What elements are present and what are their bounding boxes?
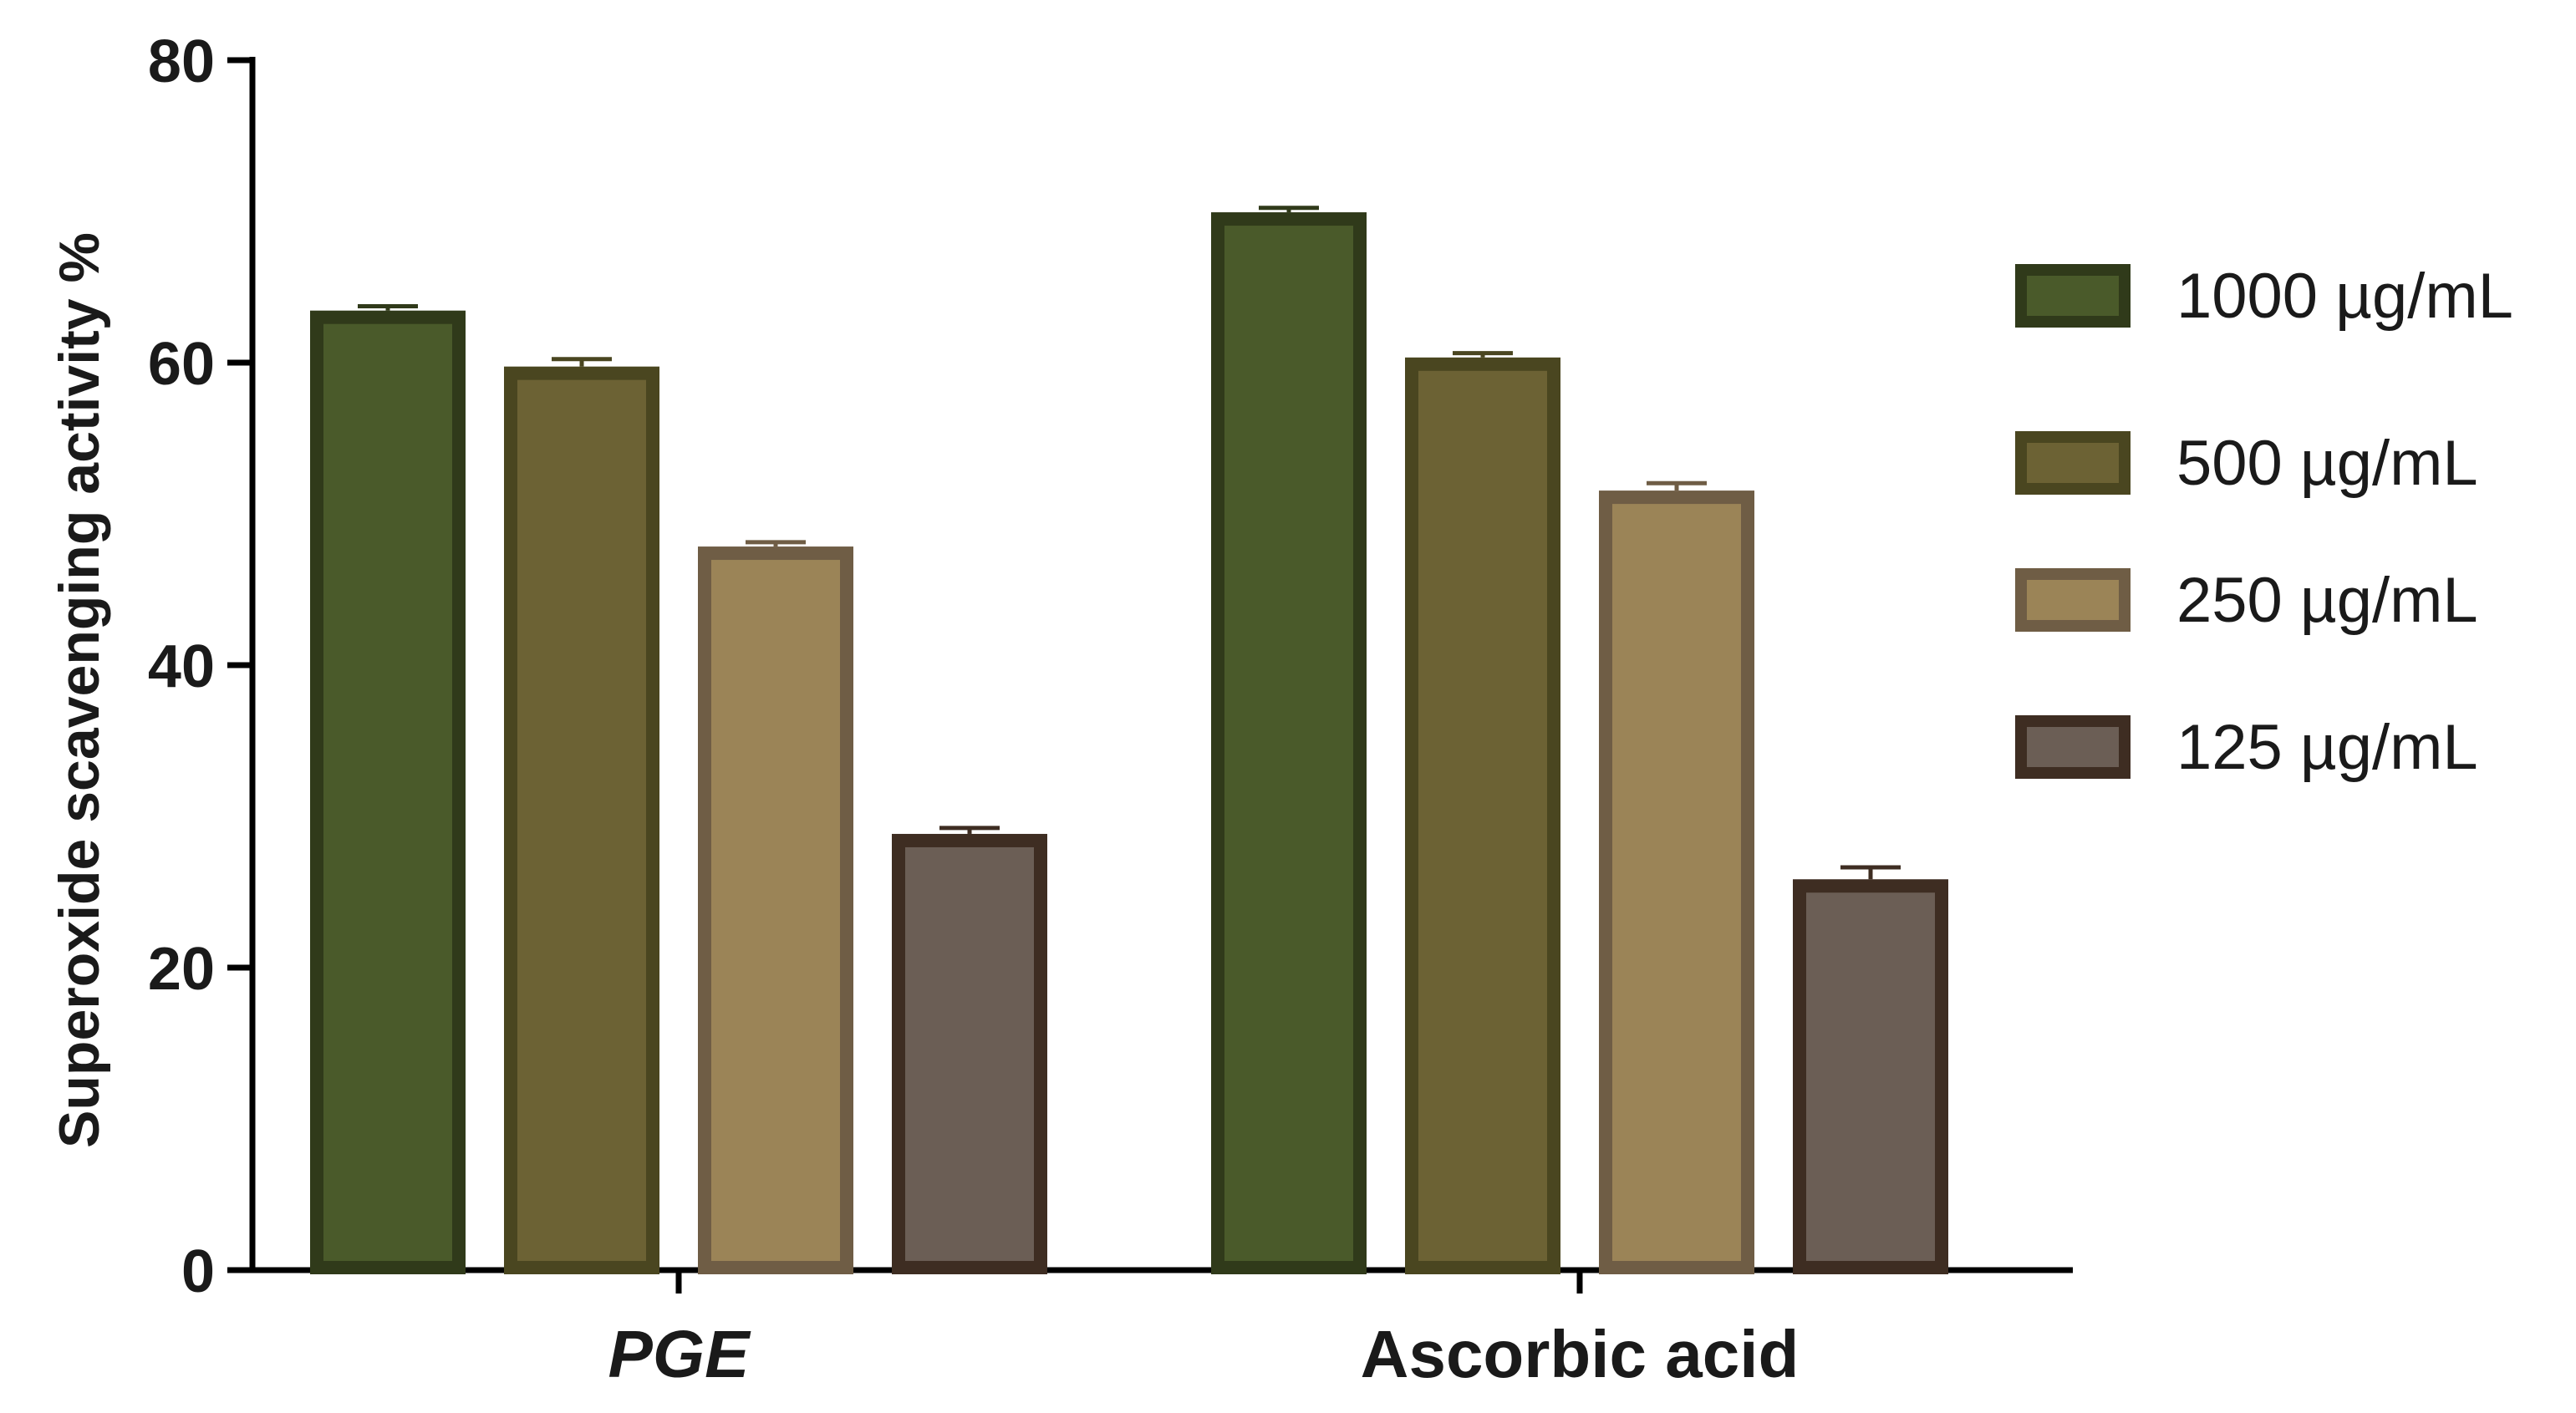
legend: 1000 µg/mL 500 µg/mL 250 µg/mL 125 µg/mL [2015,261,2513,783]
bar-ascorbic-acid-0 [1211,212,1367,1274]
x-category-label: Ascorbic acid [1361,1317,1800,1391]
y-tick-label: 40 [148,633,215,700]
bar-pge-1 [504,366,659,1274]
legend-swatch-2 [2015,568,2131,632]
bar-pge-2 [698,546,853,1274]
legend-swatch-3 [2015,715,2131,779]
legend-label-0: 1000 µg/mL [2176,261,2513,332]
y-tick-label: 80 [148,28,215,95]
bar-ascorbic-acid-2 [1599,490,1754,1274]
legend-swatch-0 [2015,264,2131,328]
legend-label-2: 250 µg/mL [2176,565,2478,636]
legend-swatch-1 [2015,431,2131,495]
bar-ascorbic-acid-3 [1793,879,1948,1274]
legend-label-1: 500 µg/mL [2176,428,2478,499]
y-tick-label: 60 [148,331,215,398]
y-axis-title: Superoxide scavenging activity % [48,232,111,1148]
legend-label-3: 125 µg/mL [2176,712,2478,783]
x-category-label: PGE [608,1317,752,1391]
bar-ascorbic-acid-1 [1405,357,1560,1274]
bar-pge-3 [892,833,1047,1275]
bar-pge-0 [310,310,466,1275]
y-tick-label: 20 [148,936,215,1003]
bars-group [310,206,1948,1275]
axes: 0 20 40 60 80 Superoxide scavenging activity … [48,28,2073,1391]
y-tick-label: 0 [181,1238,215,1305]
